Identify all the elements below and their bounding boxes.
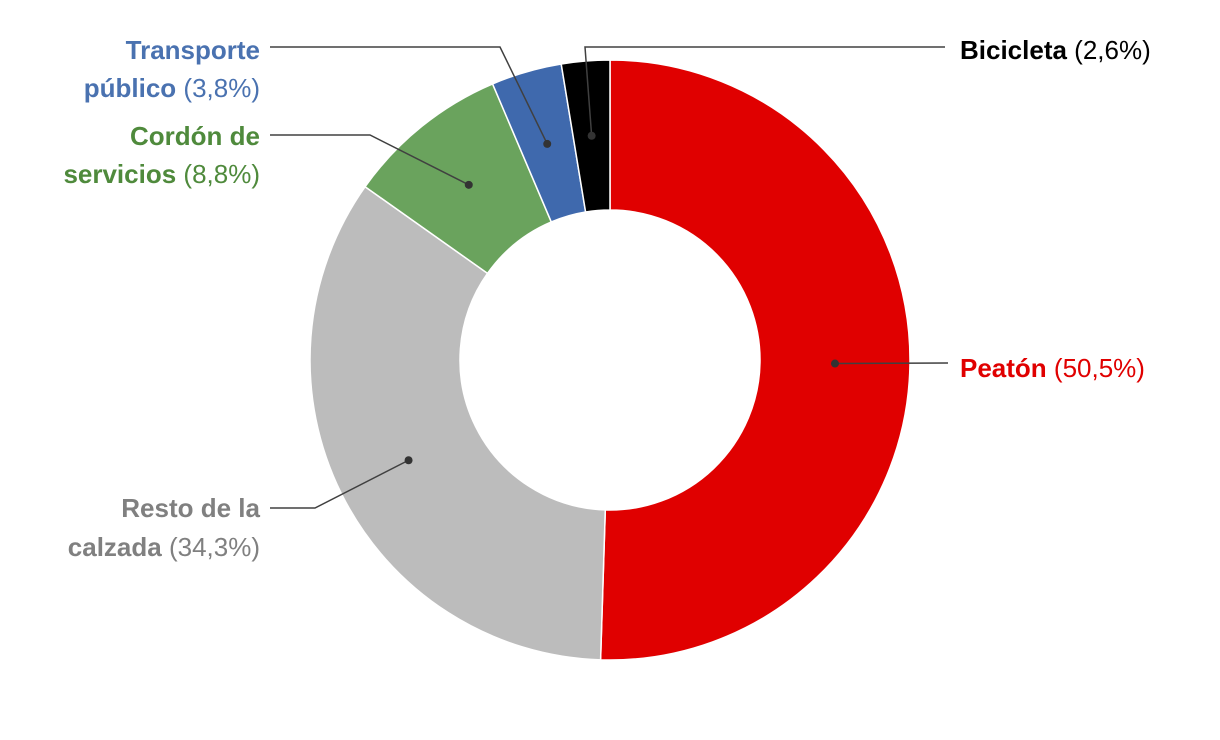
leader-dot-transporte-publico (543, 139, 552, 148)
leader-lines-group (270, 46, 949, 509)
label-name-bicicleta: Bicicleta (960, 35, 1067, 65)
label-pct-resto-de-la-calzada: (34,3%) (162, 532, 260, 562)
leader-line-bicicleta (584, 46, 945, 136)
leader-dot-cordon-de-servicios (464, 180, 473, 189)
label-name-transporte-publico: público (84, 73, 176, 103)
label-pct-transporte-publico: (3,8%) (176, 73, 260, 103)
label-transporte-publico-line-1: Transporte (126, 35, 260, 65)
label-name-transporte-publico: Transporte (126, 35, 260, 65)
label-resto-de-la-calzada-line-1: Resto de la (121, 493, 260, 523)
label-name-cordon-de-servicios: Cordón de (130, 121, 260, 151)
label-pct-bicicleta: (2,6%) (1067, 35, 1151, 65)
leader-line-resto-de-la-calzada (270, 459, 409, 509)
label-pct-cordon-de-servicios: (8,8%) (176, 159, 260, 189)
label-name-resto-de-la-calzada: Resto de la (121, 493, 260, 523)
label-peaton-line-1: Peatón (50,5%) (960, 353, 1145, 383)
label-cordon-de-servicios-line-2: servicios (8,8%) (63, 159, 260, 189)
label-cordon-de-servicios-line-1: Cordón de (130, 121, 260, 151)
leader-line-peaton (834, 362, 949, 365)
label-pct-peaton: (50,5%) (1047, 353, 1145, 383)
leader-dot-peaton (830, 359, 839, 368)
leader-line-transporte-publico (270, 46, 548, 145)
label-bicicleta-line-1: Bicicleta (2,6%) (960, 35, 1151, 65)
slices-group (309, 59, 911, 661)
leader-dot-resto-de-la-calzada (404, 456, 413, 465)
label-resto-de-la-calzada-line-2: calzada (34,3%) (68, 532, 260, 562)
label-name-peaton: Peatón (960, 353, 1047, 383)
slice-peaton (599, 59, 911, 661)
label-name-resto-de-la-calzada: calzada (68, 532, 162, 562)
leader-line-cordon-de-servicios (270, 134, 470, 186)
leader-dot-bicicleta (587, 131, 596, 140)
label-name-cordon-de-servicios: servicios (63, 159, 176, 189)
labels-group: Peatón (50,5%) Resto de la calzada (34,3%)… (63, 35, 1150, 562)
slice-resto-de-la-calzada (309, 185, 607, 661)
label-transporte-publico-line-2: público (3,8%) (84, 73, 260, 103)
slice-bicicleta (560, 59, 611, 213)
